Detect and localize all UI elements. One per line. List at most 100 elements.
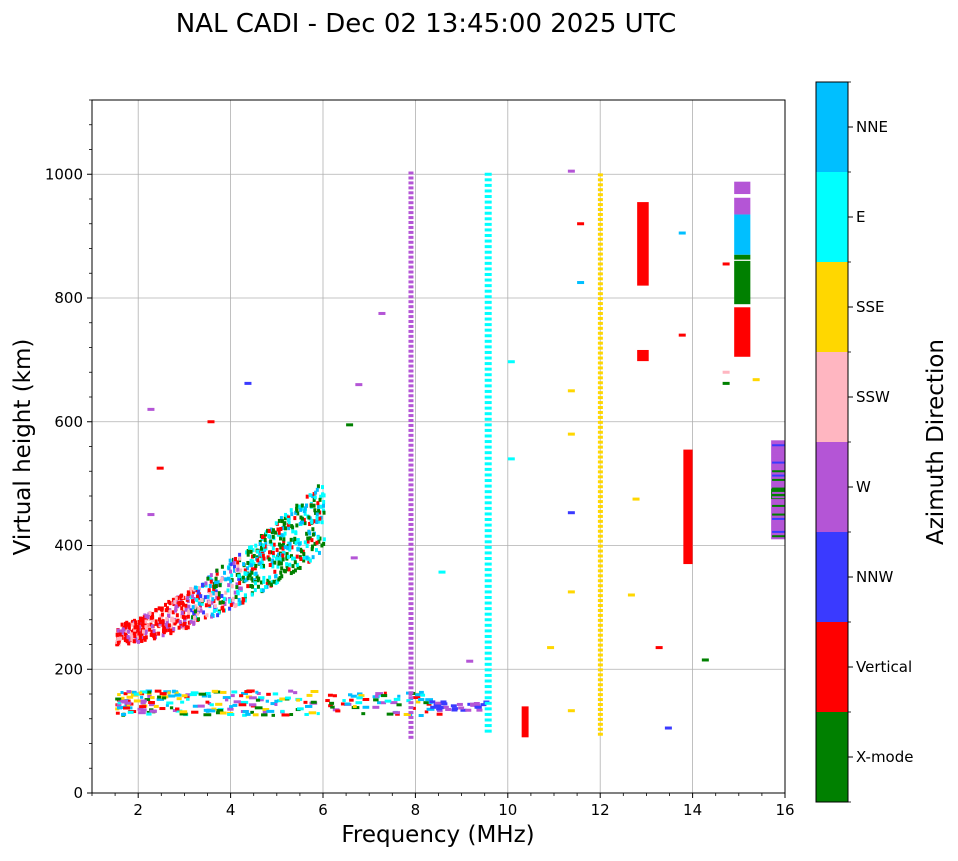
echo-mark: [276, 564, 280, 569]
echo-mark: [136, 625, 140, 630]
echo-mark: [305, 544, 309, 549]
interference-mark: [408, 334, 414, 338]
interference-mark: [484, 607, 492, 611]
interference-mark: [484, 295, 492, 299]
interference-mark: [484, 467, 492, 471]
echo-mark: [213, 604, 217, 609]
echo-mark: [424, 710, 429, 714]
echo-mark: [279, 516, 283, 521]
interference-mark: [408, 324, 414, 328]
echo-mark: [151, 612, 155, 617]
interference-mark: [597, 722, 603, 726]
echo-mark: [772, 452, 785, 455]
interference-mark: [484, 512, 492, 516]
interference-mark: [597, 173, 603, 177]
echo-mark: [162, 627, 166, 632]
interference-mark: [597, 470, 603, 474]
echo-mark: [280, 709, 285, 713]
echo-mark: [193, 604, 197, 609]
echo-mark: [171, 597, 175, 602]
echo-mark: [426, 707, 435, 711]
echo-mark: [335, 709, 341, 713]
echo-mark: [166, 701, 174, 705]
echo-mark: [403, 712, 411, 716]
echo-mark: [303, 521, 307, 526]
interference-mark: [484, 724, 492, 728]
echo-mark: [249, 545, 253, 550]
echo-mark: [116, 706, 123, 710]
interference-mark: [597, 311, 603, 315]
interference-mark: [408, 181, 414, 185]
scattered-echo: [577, 222, 585, 226]
echo-mark: [254, 571, 258, 576]
interference-mark: [597, 222, 603, 226]
echo-mark: [256, 584, 260, 589]
echo-mark: [249, 696, 257, 700]
echo-block: [521, 706, 529, 738]
echo-mark: [206, 576, 210, 581]
echo-mark: [147, 694, 152, 698]
interference-mark: [597, 212, 603, 216]
echo-mark: [154, 689, 162, 693]
echo-mark: [311, 527, 315, 532]
interference-mark: [597, 663, 603, 667]
echo-mark: [456, 702, 463, 706]
echo-mark: [317, 504, 321, 509]
echo-mark: [302, 555, 306, 560]
colorbar-segment: [816, 352, 848, 442]
interference-mark: [408, 230, 414, 234]
echo-mark: [121, 700, 128, 704]
echo-mark: [282, 522, 286, 527]
interference-mark: [484, 412, 492, 416]
scattered-echo: [664, 726, 672, 730]
interference-mark: [597, 391, 603, 395]
echo-mark: [127, 624, 131, 629]
echo-mark: [310, 538, 314, 543]
echo-mark: [281, 543, 285, 548]
echo-mark: [276, 527, 280, 532]
interference-mark: [597, 198, 603, 202]
echo-mark: [120, 622, 124, 627]
interference-mark: [597, 346, 603, 350]
echo-mark: [287, 567, 291, 572]
echo-mark: [216, 709, 224, 713]
echo-mark: [140, 701, 146, 705]
echo-mark: [282, 551, 286, 556]
echo-mark: [186, 596, 190, 601]
echo-mark: [160, 612, 164, 617]
interference-mark: [597, 589, 603, 593]
echo-mark: [246, 549, 250, 554]
interference-mark: [597, 613, 603, 617]
echo-mark: [185, 693, 191, 697]
echo-mark: [270, 702, 277, 706]
interference-mark: [408, 394, 414, 398]
interference-mark: [484, 378, 492, 382]
echo-mark: [772, 474, 785, 477]
interference-mark: [484, 323, 492, 327]
echo-mark: [293, 516, 297, 521]
interference-mark: [408, 493, 414, 497]
echo-mark: [143, 636, 147, 641]
echo-mark: [474, 705, 481, 709]
interference-mark: [484, 440, 492, 444]
echo-mark: [381, 694, 388, 698]
echo-mark: [772, 513, 785, 516]
echo-mark: [429, 700, 436, 704]
echo-mark: [274, 702, 278, 706]
echo-mark: [480, 703, 487, 707]
echo-mark: [146, 710, 152, 714]
interference-mark: [408, 344, 414, 348]
echo-mark: [255, 574, 259, 579]
echo-mark: [144, 629, 148, 634]
echo-mark: [207, 694, 212, 698]
echo-mark: [117, 636, 121, 641]
echo-mark: [204, 603, 208, 608]
interference-mark: [408, 399, 414, 403]
echo-mark: [302, 558, 306, 563]
echo-mark: [244, 690, 253, 694]
interference-mark: [408, 176, 414, 180]
echo-mark: [197, 606, 201, 611]
interference-mark: [597, 707, 603, 711]
echo-mark: [261, 553, 265, 558]
echo-mark: [165, 703, 169, 707]
